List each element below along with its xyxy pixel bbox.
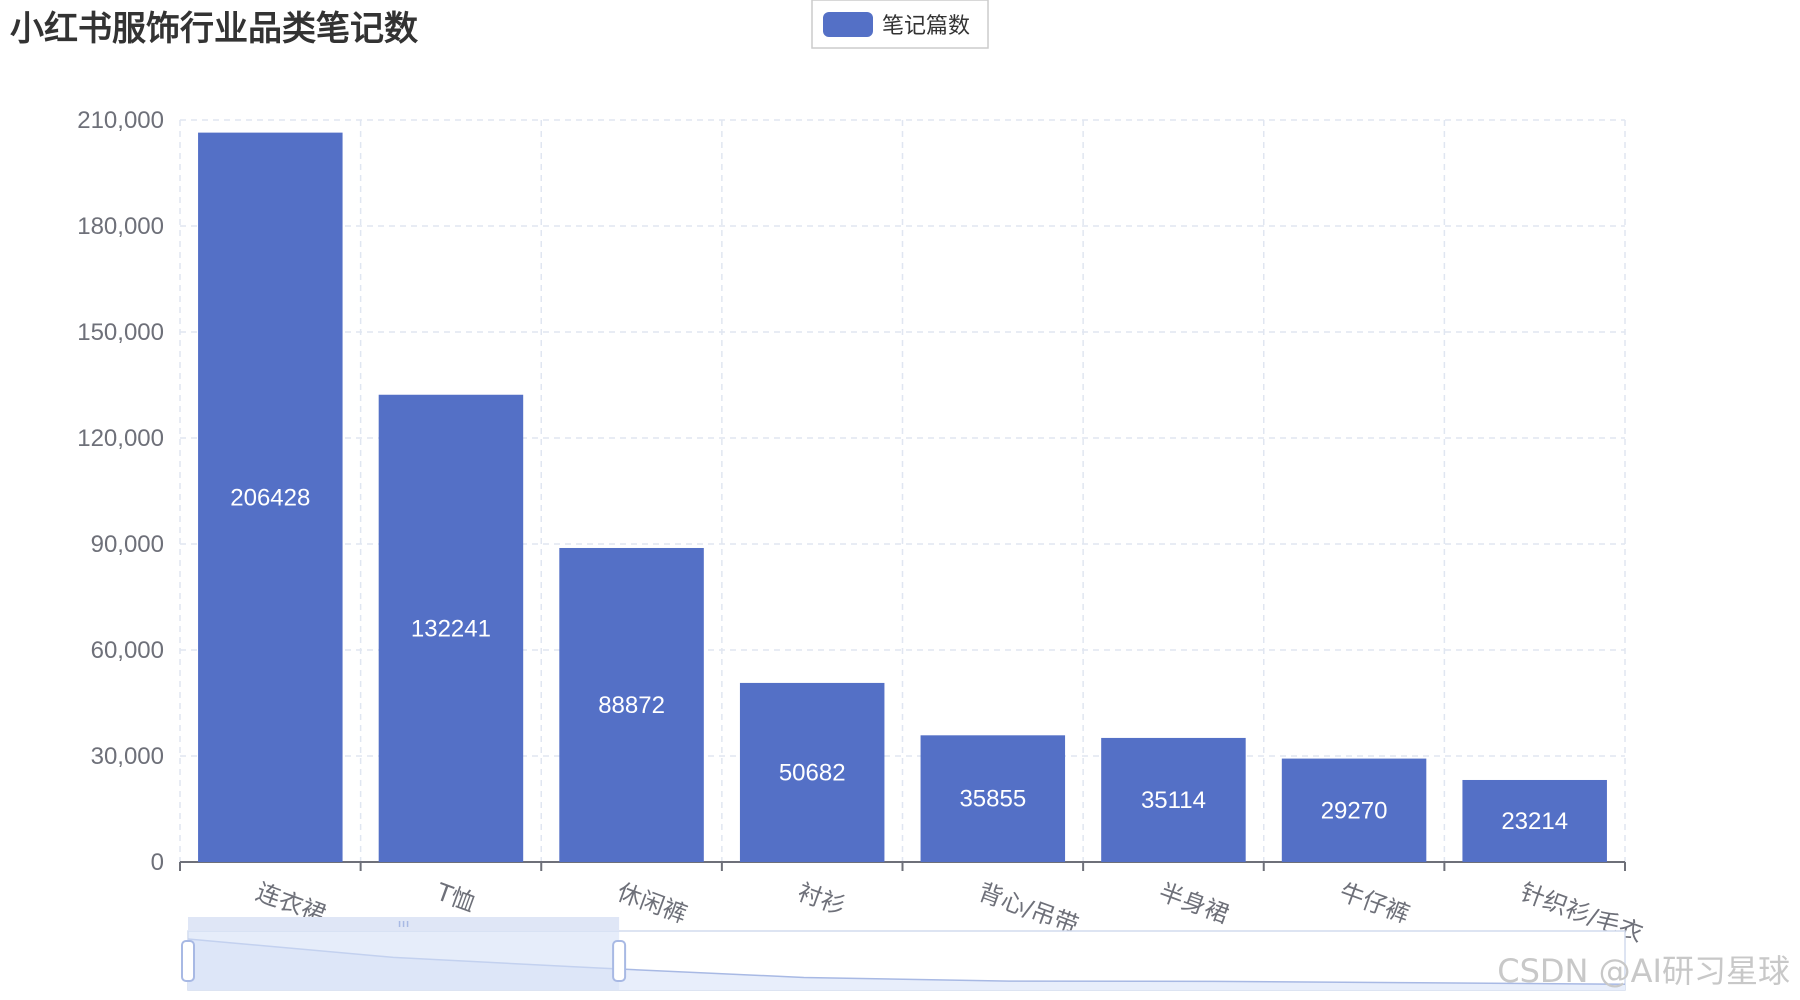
x-tick-label: 休闲裤 bbox=[613, 878, 690, 929]
bar-value-label: 50682 bbox=[779, 759, 846, 786]
bar-value-label: 88872 bbox=[598, 692, 665, 719]
datazoom-selection[interactable] bbox=[188, 931, 620, 990]
chart-title: 小红书服饰行业品类笔记数 bbox=[10, 9, 418, 49]
y-tick-label: 120,000 bbox=[77, 425, 164, 452]
bar[interactable] bbox=[559, 547, 704, 862]
bars bbox=[198, 132, 1607, 862]
y-tick-label: 180,000 bbox=[77, 213, 164, 240]
bar-labels: 206428 132241 88872 50682 35855 35114 29270 232… bbox=[230, 484, 1568, 835]
grid bbox=[179, 119, 1626, 862]
bar[interactable] bbox=[739, 682, 885, 862]
x-tick-label: 牛仔裤 bbox=[1336, 878, 1413, 929]
legend[interactable]: 笔记篇数 bbox=[811, 0, 989, 49]
datazoom-handle-start[interactable] bbox=[181, 940, 195, 982]
y-tick-label: 60,000 bbox=[91, 637, 164, 664]
y-tick-label: 150,000 bbox=[77, 319, 164, 346]
bar-value-label: 35855 bbox=[959, 786, 1026, 813]
bar[interactable] bbox=[920, 735, 1066, 862]
bar-value-label: 35114 bbox=[1141, 787, 1206, 814]
axes: 0 30,000 60,000 90,000 120,000 150,000 180,000… bbox=[77, 107, 1626, 876]
bar[interactable] bbox=[1101, 737, 1246, 862]
datazoom-slider[interactable] bbox=[181, 917, 1626, 991]
y-tick-label: 30,000 bbox=[91, 743, 164, 770]
bar-value-label: 23214 bbox=[1501, 808, 1568, 835]
bar[interactable] bbox=[378, 394, 524, 862]
y-tick-label: 210,000 bbox=[77, 107, 164, 134]
x-tick-label: 衬衫 bbox=[794, 878, 849, 921]
y-tick-label: 90,000 bbox=[91, 531, 164, 558]
bar-value-label: 206428 bbox=[230, 484, 310, 511]
bar-value-label: 29270 bbox=[1321, 797, 1388, 824]
watermark: CSDN @AI研习星球 bbox=[1497, 952, 1790, 990]
x-tick-label: 半身裙 bbox=[1155, 878, 1232, 929]
legend-entry-label: 笔记篇数 bbox=[882, 14, 970, 39]
legend-swatch bbox=[823, 12, 873, 37]
bar[interactable] bbox=[198, 132, 343, 862]
bar[interactable] bbox=[1281, 758, 1427, 862]
x-tick-label: T恤 bbox=[432, 878, 479, 918]
bar[interactable] bbox=[1462, 779, 1607, 862]
y-tick-label: 0 bbox=[151, 849, 164, 876]
bar-value-label: 132241 bbox=[411, 615, 491, 642]
datazoom-handle-end[interactable] bbox=[612, 940, 627, 982]
